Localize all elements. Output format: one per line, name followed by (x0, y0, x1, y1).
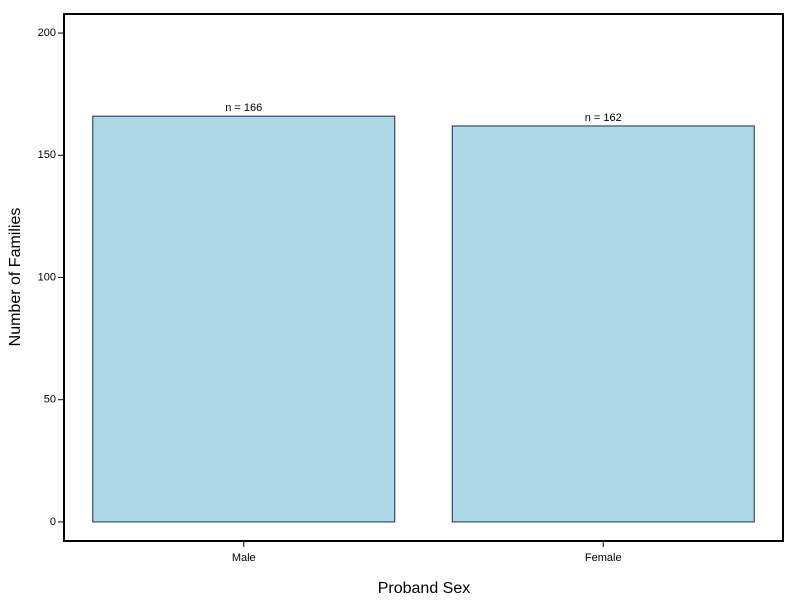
x-tick-label: Male (232, 552, 256, 564)
y-tick-label: 0 (50, 516, 56, 528)
x-axis-title: Proband Sex (378, 580, 471, 597)
y-tick-label: 150 (38, 149, 56, 161)
y-axis-title: Number of Families (7, 208, 24, 347)
bar (92, 115, 396, 523)
plot-frame (63, 13, 784, 542)
y-tick-label: 200 (38, 27, 56, 39)
y-tick-label: 100 (38, 271, 56, 283)
value-label: n = 166 (225, 102, 262, 114)
y-tick-label: 50 (44, 394, 56, 406)
x-tick-label: Female (585, 552, 622, 564)
value-label: n = 162 (585, 112, 622, 124)
bar (451, 125, 755, 523)
